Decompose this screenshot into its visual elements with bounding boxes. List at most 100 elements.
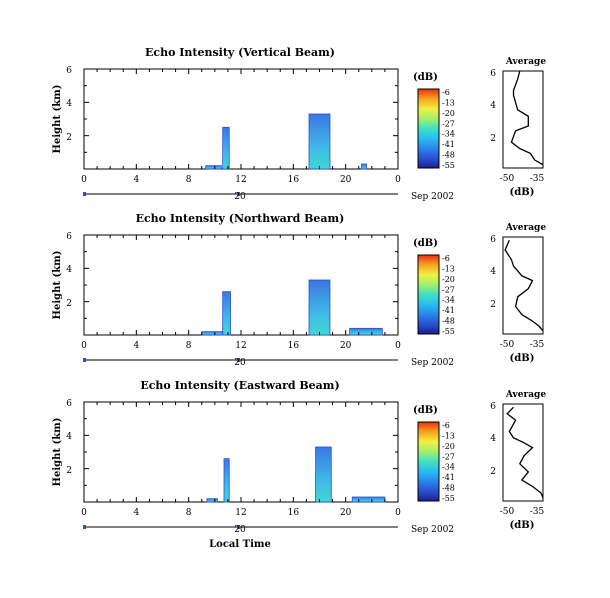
avg-y-tick: 4 <box>490 267 496 277</box>
y-tick-label: 2 <box>66 299 72 309</box>
x-tick-label: 4 <box>133 175 139 185</box>
colorbar-tick-label: -48 <box>442 484 455 493</box>
x-tick-label: 0 <box>81 341 87 351</box>
avg-x-tick: -50 <box>500 507 515 517</box>
x-tick-label: 0 <box>81 508 87 518</box>
colorbar-tick-label: -48 <box>442 151 455 160</box>
avg-y-tick: 2 <box>490 467 496 477</box>
avg-x-label: (dB) <box>510 520 535 531</box>
x-tick-label: 20 <box>340 175 352 185</box>
colorbar-tick-label: -34 <box>442 463 455 472</box>
colorbar-tick-label: -34 <box>442 296 455 305</box>
echo-region <box>205 165 222 170</box>
avg-title: Average <box>505 57 546 67</box>
date-right-label: Sep 2002 <box>411 358 454 368</box>
echo-regions <box>205 113 368 170</box>
date-right-label: Sep 2002 <box>411 525 454 535</box>
x-ticks: 0 4 8 12 16 20 0 <box>81 234 401 351</box>
avg-title: Average <box>505 390 546 400</box>
x-tick-label: 16 <box>288 508 300 518</box>
y-tick-label: 2 <box>66 133 72 143</box>
echo-regions <box>201 279 383 336</box>
x-tick-label: 12 <box>235 175 246 185</box>
x-tick-label: 12 <box>235 508 246 518</box>
avg-frame <box>502 70 544 169</box>
echo-region <box>308 279 331 336</box>
panel-eastward: Echo Intensity (Eastward Beam) 0 4 8 12 16 20… <box>52 379 546 550</box>
colorbar <box>417 254 440 335</box>
x-tick-label: 8 <box>186 508 192 518</box>
date-axis-mid-marker <box>237 358 240 362</box>
echo-region <box>222 126 230 170</box>
colorbar-tick-label: -27 <box>442 119 455 128</box>
x-tick-label: 0 <box>81 175 87 185</box>
avg-x-tick: -35 <box>530 174 545 184</box>
avg-y-tick: 2 <box>490 300 496 310</box>
avg-y-tick: 2 <box>490 134 496 144</box>
x-tick-label: 8 <box>186 175 192 185</box>
colorbar-tick-label: -41 <box>442 140 455 149</box>
avg-y-tick: 6 <box>490 69 496 79</box>
y-axis-label: Height (km) <box>52 418 63 487</box>
date-axis-start-marker <box>83 358 86 362</box>
echo-regions <box>206 446 386 503</box>
colorbar-tick-label: -41 <box>442 473 455 482</box>
date-label: 20 <box>234 358 246 368</box>
x-axis-label: Local Time <box>209 539 271 550</box>
avg-profile-line <box>506 406 544 499</box>
avg-frame <box>502 403 544 502</box>
x-tick-label: 20 <box>340 341 352 351</box>
x-tick-label: 4 <box>133 508 139 518</box>
heatmap-frame <box>83 234 399 336</box>
x-tick-label: 20 <box>340 508 352 518</box>
avg-x-label: (dB) <box>510 187 535 198</box>
x-tick-label: 4 <box>133 341 139 351</box>
x-tick-label: 8 <box>186 341 192 351</box>
x-tick-label: 0 <box>395 175 401 185</box>
y-tick-label: 6 <box>66 232 72 242</box>
y-axis-label: Height (km) <box>52 85 63 154</box>
x-ticks: 0 4 8 12 16 20 0 <box>81 68 401 185</box>
avg-x-label: (dB) <box>510 353 535 364</box>
y-axis-ticks: 6 4 2 <box>66 399 72 476</box>
x-tick-label: 0 <box>395 341 401 351</box>
y-tick-label: 6 <box>66 66 72 76</box>
x-tick-label: 0 <box>395 508 401 518</box>
colorbar-tick-label: -20 <box>442 442 455 451</box>
date-axis-start-marker <box>83 192 86 196</box>
x-tick-label: 16 <box>288 175 300 185</box>
x-tick-label: 12 <box>235 341 246 351</box>
x-ticks: 0 4 8 12 16 20 0 <box>81 401 401 518</box>
y-tick-label: 4 <box>66 432 72 442</box>
colorbar-unit: (dB) <box>413 405 438 416</box>
colorbar-ticks: -6-13 -20-27 -34-41 -48-55 <box>442 421 455 503</box>
heatmap-frame <box>83 68 399 170</box>
y-axis-label: Height (km) <box>52 251 63 320</box>
date-axis-start-marker <box>83 525 86 529</box>
colorbar-tick-label: -13 <box>442 264 455 273</box>
avg-profile-line <box>510 70 544 166</box>
colorbar-tick-label: -6 <box>442 421 450 430</box>
echo-region <box>223 458 230 503</box>
avg-profile-line <box>504 239 544 332</box>
date-axis-mid-marker <box>237 192 240 196</box>
avg-title: Average <box>505 223 546 233</box>
y-axis-ticks: 6 4 2 <box>66 66 72 143</box>
colorbar-tick-label: -34 <box>442 130 455 139</box>
echo-region <box>201 331 224 336</box>
panel-vertical: Echo Intensity (Vertical Beam) 0 4 8 12 16 20… <box>52 46 546 202</box>
echo-region <box>351 496 386 503</box>
colorbar-tick-label: -13 <box>442 431 455 440</box>
colorbar-tick-label: -41 <box>442 306 455 315</box>
avg-x-tick: -50 <box>500 340 515 350</box>
echo-region <box>315 446 332 503</box>
heatmap-title: Echo Intensity (Eastward Beam) <box>140 379 339 392</box>
colorbar-tick-label: -55 <box>442 494 455 503</box>
colorbar-unit: (dB) <box>413 72 438 83</box>
colorbar-ticks: -6-13 -20-27 -34-41 -48-55 <box>442 254 455 336</box>
avg-y-tick: 6 <box>490 402 496 412</box>
colorbar-tick-label: -13 <box>442 98 455 107</box>
y-tick-label: 2 <box>66 466 72 476</box>
echo-region <box>360 163 368 170</box>
panel-northward: Echo Intensity (Northward Beam) 0 4 8 12 16 2… <box>52 212 546 368</box>
